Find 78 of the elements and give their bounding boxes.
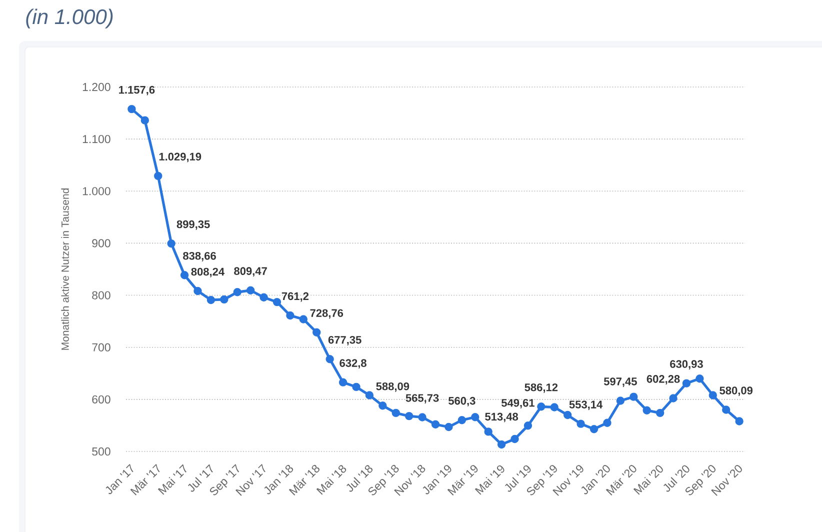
point (735, 417, 744, 426)
data-label: 632,8 (340, 359, 366, 369)
data-label: 602,28 (646, 375, 680, 384)
data-label: 1.029,19 (159, 152, 202, 162)
point (484, 428, 492, 436)
data-label: 597,45 (604, 378, 637, 387)
data-label: 586,12 (524, 383, 558, 393)
data-label: 728,76 (310, 309, 344, 319)
point (206, 296, 216, 304)
point (404, 412, 414, 420)
data-label: 513,48 (485, 412, 518, 422)
data-label: 808,24 (191, 268, 224, 278)
y-tick-label: 700 (92, 343, 110, 352)
data-label: 560,3 (448, 396, 476, 406)
point (167, 239, 176, 248)
y-tick-label: 1.000 (82, 187, 110, 196)
data-label: 553,14 (569, 400, 603, 410)
point (312, 328, 321, 336)
point (392, 408, 400, 418)
point (220, 295, 228, 304)
point (682, 379, 691, 388)
point (590, 424, 598, 434)
data-label: 580,09 (720, 386, 753, 396)
point (576, 420, 585, 428)
point (431, 420, 440, 429)
point (642, 406, 651, 414)
point (458, 416, 466, 424)
point (260, 293, 268, 302)
point (286, 311, 294, 320)
point (140, 116, 149, 124)
point (352, 382, 360, 392)
point (194, 286, 202, 296)
point (524, 422, 532, 430)
y-tick-label: 1.100 (82, 134, 110, 144)
data-label: 588,09 (376, 382, 410, 392)
point (537, 402, 546, 411)
point (365, 391, 374, 400)
point (299, 315, 308, 324)
point (722, 406, 730, 414)
point (656, 408, 664, 418)
y-tick-label: 900 (92, 239, 110, 248)
point (616, 396, 625, 405)
point (418, 413, 426, 422)
point (708, 391, 717, 400)
point (510, 434, 519, 444)
data-label: 809,47 (234, 267, 267, 277)
chart-title: (in 1.000) (26, 8, 113, 28)
data-label: 549,61 (501, 398, 534, 408)
point (326, 355, 334, 364)
point (246, 286, 255, 294)
point (338, 378, 348, 386)
y-tick-label: 800 (92, 291, 110, 300)
point (444, 422, 453, 432)
data-label: 630,93 (670, 360, 703, 370)
point (696, 374, 704, 383)
y-axis-title: Monatlich aktive Nutzer in Tausend (61, 188, 69, 350)
y-tick-label: 1.200 (82, 82, 110, 92)
point (497, 440, 506, 449)
point (603, 418, 612, 427)
point (563, 410, 572, 420)
point (233, 288, 242, 296)
data-label: 899,35 (176, 220, 210, 230)
point (128, 104, 136, 114)
data-label: 677,35 (328, 336, 362, 346)
y-tick-label: 500 (92, 447, 110, 456)
point (471, 413, 480, 422)
point (550, 403, 558, 412)
data-label: 838,66 (183, 252, 216, 262)
point (272, 298, 282, 306)
point (630, 392, 638, 401)
data-label: 1.157,6 (119, 86, 155, 96)
y-tick-label: 600 (92, 395, 110, 404)
point (180, 271, 189, 280)
data-label: 565,73 (406, 394, 439, 404)
point (378, 402, 387, 410)
point (669, 394, 678, 402)
data-label: 761,2 (282, 292, 309, 302)
point (154, 172, 162, 180)
